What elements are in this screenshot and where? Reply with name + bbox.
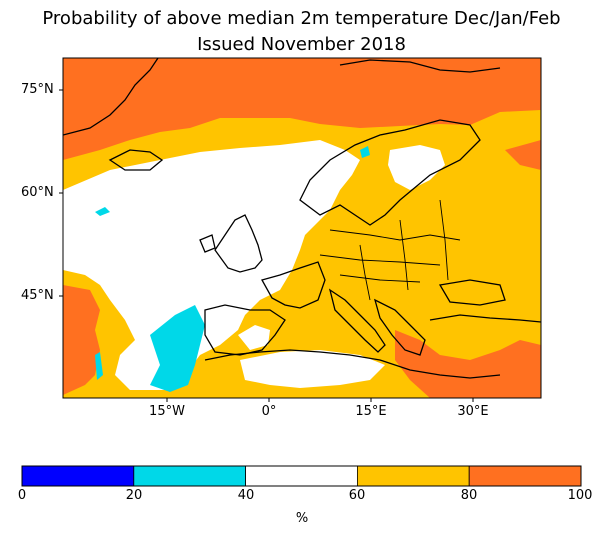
- north-africa-coast: [204, 349, 501, 379]
- inland-borders: [319, 199, 461, 301]
- region-80-100-east-med: [395, 330, 541, 398]
- colorbar-bin-40-60: [245, 465, 358, 487]
- map-subtitle: Issued November 2018: [197, 34, 406, 55]
- colorbar-unit-label: %: [295, 511, 309, 526]
- region-80-100-iberia-west: [63, 285, 100, 395]
- colorbar-tick-20: 20: [125, 488, 143, 503]
- region-40-60-central-atlantic: [63, 140, 360, 390]
- iceland-coast: [108, 149, 164, 171]
- colorbar-tick-0: 0: [17, 488, 27, 503]
- region-80-100-russia: [505, 140, 541, 170]
- italy-coast: [328, 288, 386, 353]
- scandinavia-coast: [299, 119, 481, 226]
- lat-label-45n: 45°N: [21, 288, 54, 303]
- colorbar-tick-80: 80: [460, 488, 478, 503]
- balkans-coast: [373, 298, 426, 356]
- lon-label-15e: 15°E: [355, 404, 387, 419]
- map-title: Probability of above median 2m temperatu…: [42, 8, 561, 29]
- region-20-40-azores: [150, 305, 205, 392]
- france-coast: [261, 261, 326, 309]
- region-20-40-baltic: [360, 146, 370, 158]
- colorbar-bin-0-20: [21, 465, 135, 487]
- colorbar-bin-20-40: [133, 465, 247, 487]
- colorbar-frame: [21, 465, 582, 487]
- axis-ticks: [59, 89, 474, 402]
- lon-label-15w: 15°W: [149, 404, 185, 419]
- colorbar-bin-60-80: [356, 465, 470, 487]
- region-80-100-north-atlantic: [63, 58, 541, 160]
- svalbard-coast: [339, 59, 501, 73]
- colorbar-tick-100: 100: [567, 488, 593, 503]
- lon-label-30e: 30°E: [457, 404, 489, 419]
- lat-label-75n: 75°N: [21, 82, 54, 97]
- turkey-coast: [429, 314, 541, 323]
- coastlines: [63, 58, 541, 379]
- black-sea-coast: [438, 279, 506, 306]
- british-isles-coast: [199, 214, 263, 273]
- region-40-60-north-africa: [240, 350, 385, 388]
- lat-label-60n: 60°N: [21, 185, 54, 200]
- lon-label-0: 0°: [261, 404, 277, 419]
- region-20-40-mid-atlantic: [95, 207, 110, 216]
- map-frame: [62, 57, 542, 399]
- colorbar-tick-60: 60: [348, 488, 366, 503]
- colorbar-bin-80-100: [468, 465, 582, 487]
- greenland-coast: [63, 58, 159, 136]
- iberia-coast: [204, 304, 286, 356]
- colorbar-tick-40: 40: [237, 488, 255, 503]
- region-40-60-scandinavia: [388, 145, 445, 190]
- region-40-60-spain-inland: [238, 325, 270, 350]
- region-20-40-morocco: [95, 352, 103, 380]
